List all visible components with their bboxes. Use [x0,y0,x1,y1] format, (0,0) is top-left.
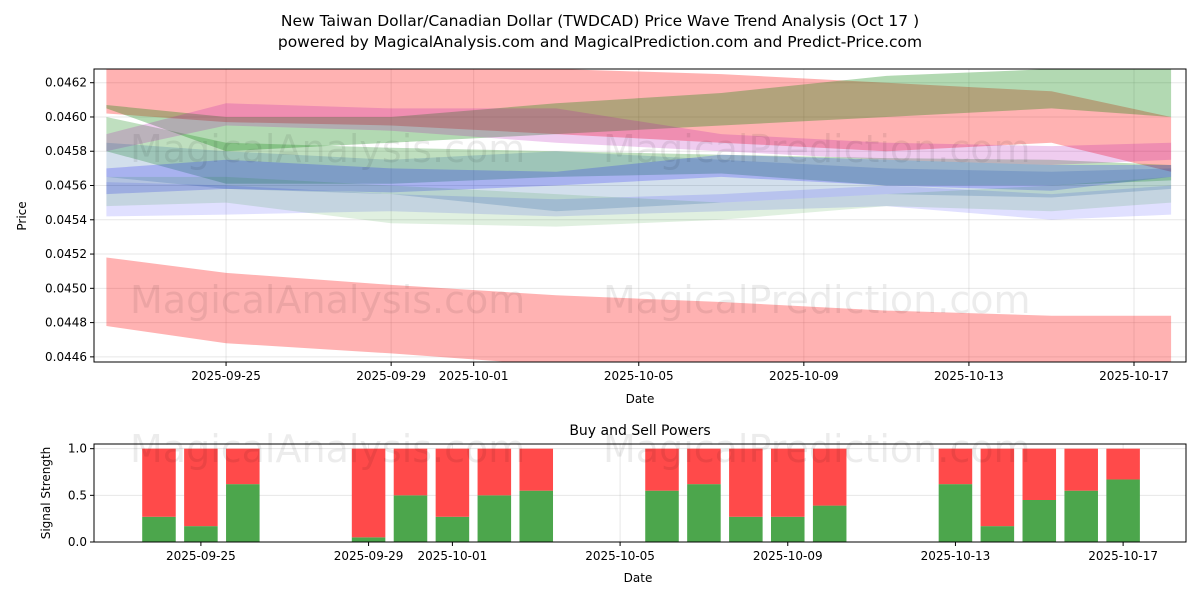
price-ytick-label: 0.0452 [45,247,87,261]
chart-title-line1: New Taiwan Dollar/Canadian Dollar (TWDCA… [281,12,919,30]
buy-bar [1106,479,1140,542]
sell-bar [477,448,512,496]
sell-bar [393,448,428,496]
price-ytick-label: 0.0462 [45,76,87,90]
buy-bar [980,526,1015,542]
power-ytick-label: 0.0 [68,535,87,549]
sell-bar [184,448,218,527]
price-ticks: 2025-09-25 2025-09-29 2025-10-01 2025-10-05… [45,76,1169,383]
watermark-prediction-bottom: MagicalPrediction.com [603,427,1031,471]
price-ylabel: Price [15,201,29,230]
buy-bar [435,516,470,542]
band-red-upper [106,69,1172,172]
power-xtick-label: 2025-10-13 [921,549,991,563]
price-xtick-label: 2025-10-05 [604,369,674,383]
sell-bar [519,448,554,491]
price-bands [106,69,1172,362]
band-teal [106,142,1172,212]
buy-bar [184,526,218,542]
sell-bar [770,448,805,517]
price-xtick-label: 2025-10-17 [1099,369,1169,383]
power-ytick-label: 0.5 [68,488,87,502]
price-axes-frame [93,68,1187,363]
price-ytick-label: 0.0450 [45,281,87,295]
band-red-lower [106,257,1172,362]
buy-bar [142,516,176,542]
power-xtick-label: 2025-09-25 [166,549,236,563]
power-xtick-label: 2025-10-05 [585,549,655,563]
band-light-blue [106,182,1172,220]
price-ytick-label: 0.0458 [45,144,87,158]
sell-bar [351,448,386,538]
band-green-mid [106,117,1172,186]
band-blue [106,154,1172,195]
power-xtick-label: 2025-09-29 [334,549,404,563]
sell-bar [645,448,679,491]
sell-bar [980,448,1015,527]
buy-bar [226,484,260,542]
power-bars [142,448,1140,542]
power-ytick-label: 1.0 [68,442,87,456]
buy-bar [729,516,763,542]
sell-bar [1022,448,1057,500]
price-ytick-label: 0.0454 [45,213,87,227]
buy-bar [1064,490,1098,542]
watermark-analysis-mid: MagicalAnalysis.com [130,278,525,322]
band-green-upper [106,69,1172,152]
watermark-prediction-top: MagicalPrediction.com [603,127,1031,171]
chart-title-line2: powered by MagicalAnalysis.com and Magic… [278,33,922,51]
watermark-prediction-mid: MagicalPrediction.com [603,278,1031,322]
power-xtick-label: 2025-10-01 [418,549,488,563]
price-xtick-label: 2025-09-29 [356,369,426,383]
buy-bar [1022,500,1057,542]
power-ticks: 2025-09-25 2025-09-29 2025-10-01 2025-10-05… [68,442,1158,563]
power-panel: Buy and Sell Powers MagicalAnalysis.com … [39,423,1187,585]
power-title: Buy and Sell Powers [569,423,710,439]
price-xtick-label: 2025-10-01 [439,369,509,383]
buy-bar [770,516,805,542]
price-xtick-label: 2025-09-25 [191,369,261,383]
power-xlabel: Date [624,571,653,585]
sell-bar [435,448,470,517]
buy-bar [519,490,554,542]
sell-bar [687,448,721,485]
power-ylabel: Signal Strength [39,447,53,540]
buy-bar [393,495,428,542]
buy-bar [645,490,679,542]
band-light-green [106,176,1172,227]
price-xtick-label: 2025-10-13 [934,369,1004,383]
price-xlabel: Date [626,392,655,406]
power-xtick-label: 2025-10-17 [1088,549,1158,563]
price-ytick-label: 0.0446 [45,350,87,364]
sell-bar [729,448,763,517]
sell-bar [812,448,847,506]
price-ytick-label: 0.0456 [45,179,87,193]
band-purple [106,103,1172,165]
power-xtick-label: 2025-10-09 [753,549,823,563]
price-panel: MagicalAnalysis.com MagicalPrediction.co… [15,68,1187,406]
sell-bar [1106,448,1140,480]
watermark-analysis-bottom: MagicalAnalysis.com [130,427,525,471]
price-grid [94,69,1186,362]
buy-bar [351,537,386,542]
price-ytick-label: 0.0460 [45,110,87,124]
sell-bar [938,448,973,485]
watermark-analysis-top: MagicalAnalysis.com [130,127,525,171]
buy-bar [812,505,847,542]
sell-bar [226,448,260,485]
sell-bar [142,448,176,517]
power-axes-frame [93,443,1187,543]
buy-bar [687,484,721,542]
price-xtick-label: 2025-10-09 [769,369,839,383]
price-ytick-label: 0.0448 [45,316,87,330]
sell-bar [1064,448,1098,491]
buy-bar [477,495,512,542]
buy-bar [938,484,973,542]
